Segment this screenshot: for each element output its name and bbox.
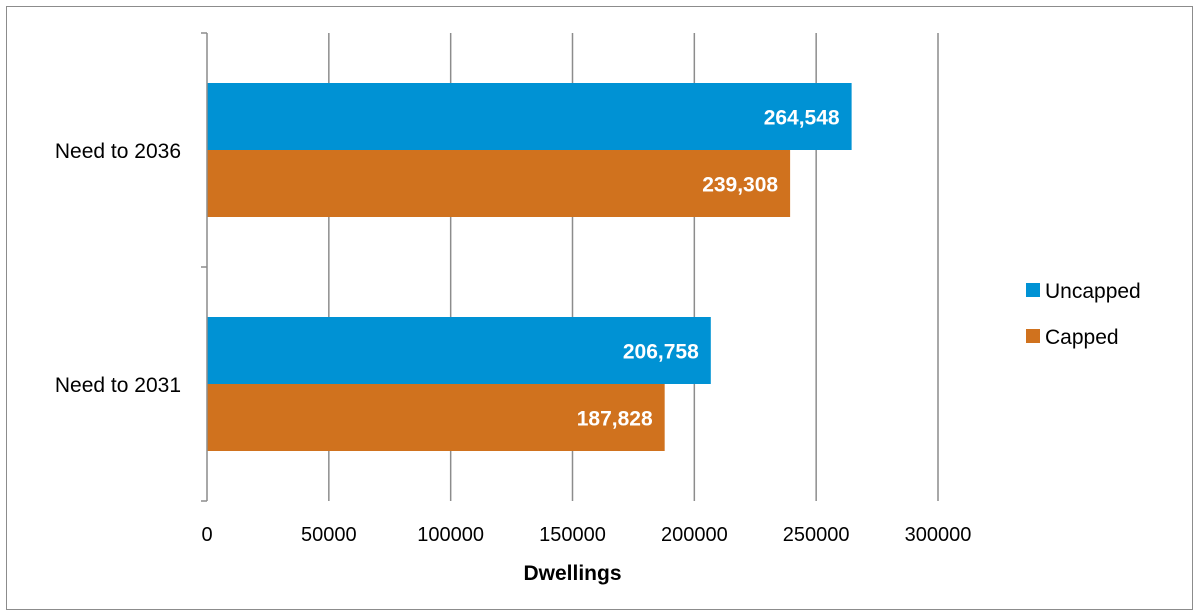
legend-label-uncapped: Uncapped: [1045, 280, 1141, 303]
category-labels: Need to 2036 Need to 2031: [55, 140, 181, 397]
x-tick-label: 200000: [661, 524, 728, 546]
x-tick-label: 0: [201, 524, 212, 546]
legend-label-capped: Capped: [1045, 326, 1119, 349]
legend-swatch-capped: [1026, 329, 1040, 343]
data-label: 187,828: [577, 408, 653, 431]
bar-uncapped: [207, 317, 711, 384]
legend: Uncapped Capped: [1026, 280, 1141, 349]
category-label: Need to 2031: [55, 374, 181, 397]
bar-capped: [207, 384, 665, 451]
x-tick-label: 300000: [905, 524, 972, 546]
bar-capped: [207, 150, 791, 217]
x-tick-label: 150000: [539, 524, 606, 546]
x-tick-label: 50000: [301, 524, 357, 546]
data-label: 206,758: [623, 341, 699, 364]
data-label: 264,548: [764, 107, 840, 130]
legend-swatch-uncapped: [1026, 283, 1040, 297]
x-tick-label: 100000: [417, 524, 484, 546]
x-tick-label: 250000: [783, 524, 850, 546]
axes: [201, 32, 208, 502]
bars: 264,548 239,308 206,758 187,828: [207, 83, 852, 451]
data-label: 239,308: [702, 174, 778, 197]
bar-uncapped: [207, 83, 852, 150]
x-axis-title: Dwellings: [523, 562, 621, 585]
category-label: Need to 2036: [55, 140, 181, 163]
x-tick-labels: 0 50000 100000 150000 200000 250000 300000: [201, 524, 971, 546]
